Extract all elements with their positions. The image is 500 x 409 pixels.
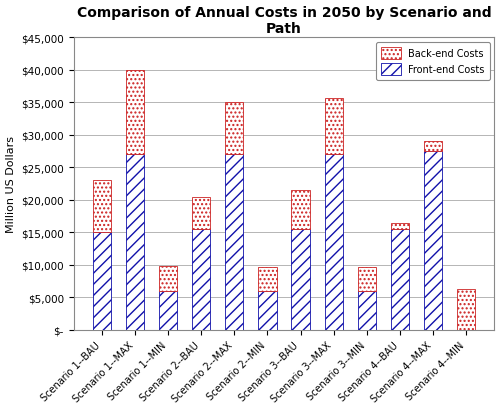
Bar: [358, 267, 376, 291]
Bar: [358, 291, 376, 330]
Bar: [258, 267, 276, 291]
Bar: [192, 229, 210, 330]
Bar: [126, 71, 144, 155]
Bar: [126, 155, 144, 330]
Bar: [391, 223, 409, 229]
Legend: Back-end Costs, Front-end Costs: Back-end Costs, Front-end Costs: [376, 43, 490, 80]
Bar: [225, 103, 244, 155]
Bar: [424, 142, 442, 152]
Y-axis label: Million US Dollars: Million US Dollars: [6, 136, 16, 232]
Bar: [159, 266, 177, 291]
Bar: [292, 229, 310, 330]
Bar: [424, 152, 442, 330]
Bar: [92, 233, 111, 330]
Bar: [324, 99, 343, 155]
Title: Comparison of Annual Costs in 2050 by Scenario and
Path: Comparison of Annual Costs in 2050 by Sc…: [76, 6, 492, 36]
Bar: [292, 191, 310, 229]
Bar: [324, 155, 343, 330]
Bar: [92, 181, 111, 233]
Bar: [225, 155, 244, 330]
Bar: [457, 289, 475, 330]
Bar: [159, 291, 177, 330]
Bar: [258, 291, 276, 330]
Bar: [192, 197, 210, 229]
Bar: [391, 229, 409, 330]
